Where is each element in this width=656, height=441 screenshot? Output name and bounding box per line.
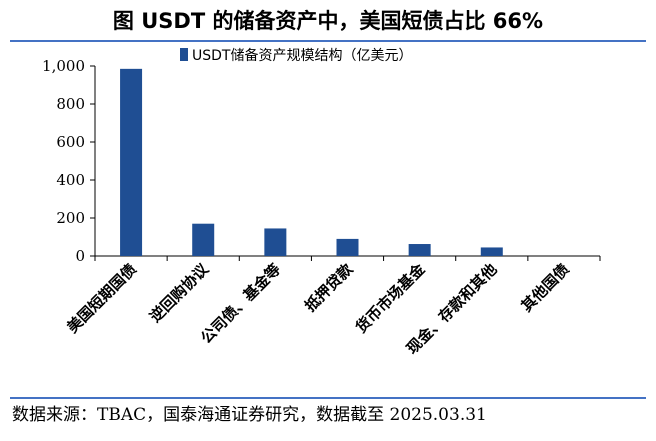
bar — [336, 238, 359, 256]
footer-divider — [10, 397, 646, 399]
bar — [408, 244, 431, 256]
bar — [480, 247, 503, 256]
source-note: 数据来源：TBAC，国泰海通证券研究，数据截至 2025.03.31 — [12, 405, 487, 425]
y-tick-label: 800 — [56, 95, 85, 113]
chart-bars — [120, 68, 503, 256]
x-category-label: 货币市场基金 — [352, 259, 429, 336]
title-divider — [10, 40, 646, 42]
y-tick-label: 0 — [75, 247, 85, 265]
y-tick-label: 400 — [56, 171, 85, 189]
legend-swatch — [180, 48, 188, 61]
x-category-label: 其他国债 — [518, 260, 573, 315]
bar — [192, 223, 215, 256]
chart-title: 图 USDT 的储备资产中，美国短债占比 66% — [112, 9, 544, 33]
legend-label: USDT储备资产规模结构（亿美元） — [192, 47, 412, 64]
x-category-label: 逆回购协议 — [146, 259, 212, 325]
bar — [264, 228, 287, 256]
x-category-label: 美国短期国债 — [64, 260, 140, 336]
chart-legend: USDT储备资产规模结构（亿美元） — [180, 47, 412, 64]
chart-axes — [94, 66, 601, 261]
y-tick-label: 200 — [56, 209, 85, 227]
x-category-label: 抵押贷款 — [301, 259, 357, 315]
y-axis-ticks: 0 200 400 600 800 1,000 — [42, 57, 95, 265]
y-tick-label: 600 — [56, 133, 85, 151]
y-tick-label: 1,000 — [42, 57, 85, 75]
bar — [120, 68, 143, 256]
